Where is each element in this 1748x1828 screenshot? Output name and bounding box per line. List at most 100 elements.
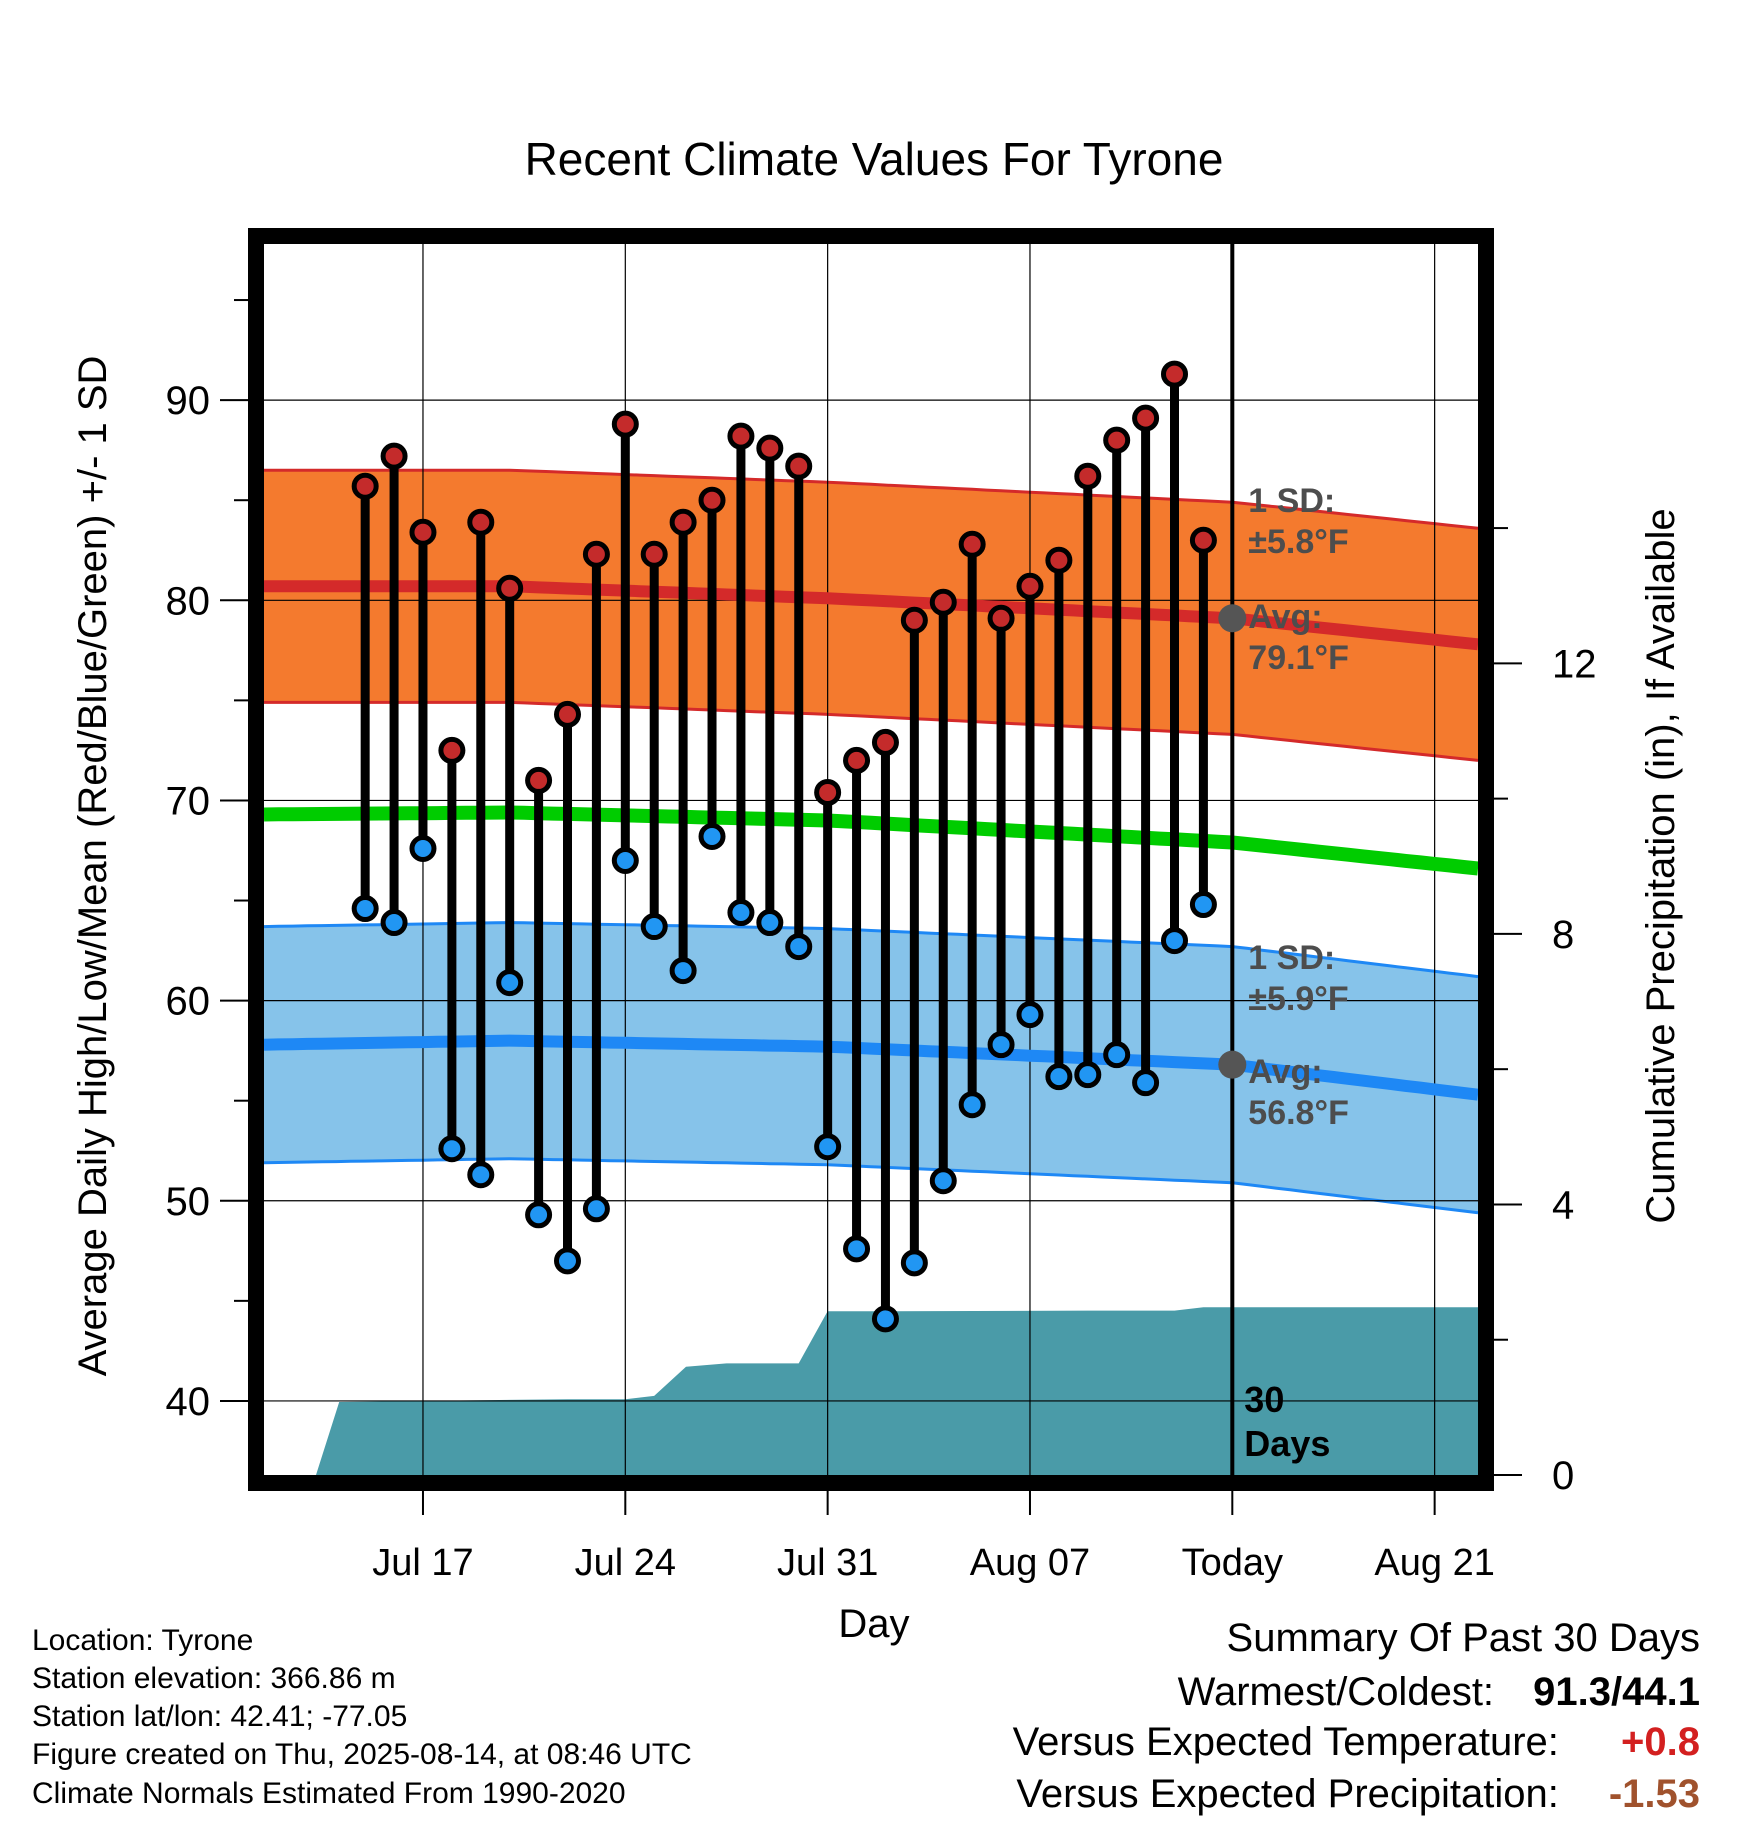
daily-low-point <box>1045 1063 1073 1091</box>
daily-low-point <box>900 1249 928 1277</box>
x-axis-label: Day <box>838 1602 909 1646</box>
daily-low-point <box>1189 891 1217 919</box>
daily-low-point <box>525 1201 553 1229</box>
daily-low-point <box>698 822 726 850</box>
x-tick-label: Today <box>1182 1542 1283 1584</box>
summary-title: Summary Of Past 30 Days <box>1226 1616 1700 1660</box>
y-tick-label: 80 <box>166 579 211 623</box>
daily-low-point <box>611 847 639 875</box>
daily-high-point <box>871 728 899 756</box>
daily-low-point <box>582 1195 610 1223</box>
info-elevation: Station elevation: 366.86 m <box>32 1662 396 1695</box>
daily-high-point <box>467 508 495 536</box>
summary-warm-cold-value: 91.3/44.1 <box>1533 1670 1700 1714</box>
daily-low-point <box>987 1031 1015 1059</box>
normal-low-band-upper <box>263 921 1479 979</box>
daily-high-point <box>987 604 1015 632</box>
daily-low-point <box>467 1161 495 1189</box>
daily-high-point <box>727 422 755 450</box>
daily-high-point <box>525 766 553 794</box>
x-tick-label: Aug 07 <box>970 1542 1090 1584</box>
daily-high-point <box>438 736 466 764</box>
daily-high-point <box>1074 462 1102 490</box>
daily-high-point <box>1016 572 1044 600</box>
daily-low-point <box>1103 1041 1131 1069</box>
daily-high-point <box>698 486 726 514</box>
x-tick-label: Jul 31 <box>777 1542 878 1584</box>
normal-high-band-upper <box>264 468 1479 530</box>
today-high-avg-point <box>1218 604 1247 633</box>
y-axis-label: Average Daily High/Low/Mean (Red/Blue/Gr… <box>71 356 115 1377</box>
daily-low-point <box>929 1167 957 1195</box>
y2-tick-label: 8 <box>1552 913 1574 957</box>
summary-warm-cold-label: Warmest/Coldest: <box>1177 1670 1495 1714</box>
daily-high-point <box>814 778 842 806</box>
daily-high-point <box>351 472 379 500</box>
daily-high-point <box>554 700 581 728</box>
summary-precip-label: Versus Expected Precipitation: <box>1016 1772 1559 1816</box>
annotation-low-avg-value: 56.8°F <box>1248 1094 1349 1132</box>
annotation-high-sd-value: ±5.8°F <box>1248 523 1348 561</box>
daily-high-point <box>582 540 610 568</box>
y2-axis-label: Cumulative Precipitation (in), If Availa… <box>1639 508 1683 1223</box>
daily-low-point <box>1132 1069 1160 1097</box>
y2-tick-label: 0 <box>1552 1454 1574 1498</box>
daily-high-point <box>1103 426 1131 454</box>
info-location: Location: Tyrone <box>32 1624 254 1657</box>
annotation-low-sd-value: ±5.9°F <box>1248 980 1348 1018</box>
daily-low-point <box>640 913 668 941</box>
daily-low-point <box>843 1235 871 1263</box>
y-tick-label: 90 <box>166 379 211 423</box>
daily-low-point <box>669 957 697 985</box>
y-tick-label: 60 <box>166 980 211 1024</box>
daily-high-point <box>900 606 928 634</box>
x-tick-label: Aug 21 <box>1374 1542 1494 1584</box>
daily-high-point <box>785 452 813 480</box>
daily-high-point <box>1161 360 1188 388</box>
y2-tick-label: 4 <box>1552 1183 1574 1227</box>
precipitation-area <box>264 1307 1478 1475</box>
daily-low-point <box>409 834 437 862</box>
daily-low-point <box>380 909 408 937</box>
daily-low-point <box>1074 1061 1102 1089</box>
daily-low-point <box>1161 927 1188 955</box>
daily-high-point <box>380 442 408 470</box>
plot-frame <box>248 228 1494 1491</box>
daily-high-point <box>611 410 639 438</box>
info-created: Figure created on Thu, 2025-08-14, at 08… <box>32 1738 692 1771</box>
annotation-low-avg: Avg: <box>1248 1053 1322 1091</box>
daily-high-point <box>1132 404 1160 432</box>
annotation-days-word: Days <box>1244 1423 1330 1464</box>
daily-high-point <box>1189 526 1217 554</box>
normal-low-band-lower <box>263 1157 1479 1215</box>
daily-low-point <box>438 1135 466 1163</box>
daily-high-point <box>843 746 871 774</box>
normal-high-line <box>264 580 1479 651</box>
annotation-low-sd: 1 SD: <box>1248 939 1335 977</box>
daily-low-point <box>785 933 813 961</box>
daily-low-point <box>756 909 784 937</box>
daily-high-point <box>640 540 668 568</box>
summary-temp-value: +0.8 <box>1621 1720 1700 1764</box>
daily-high-point <box>1045 546 1073 574</box>
summary-precip-value: -1.53 <box>1608 1772 1700 1816</box>
daily-high-point <box>409 518 437 546</box>
daily-low-point <box>351 895 379 923</box>
summary-precip: Versus Expected Precipitation: -1.53 <box>1016 1772 1700 1817</box>
y-tick-label: 70 <box>166 779 211 823</box>
x-tick-label: Jul 24 <box>575 1542 676 1584</box>
daily-low-point <box>871 1305 899 1333</box>
annotation-days-number: 30 <box>1244 1379 1284 1420</box>
daily-high-point <box>958 530 986 558</box>
normal-high-band-lower <box>264 700 1479 762</box>
daily-high-point <box>756 434 784 462</box>
summary-warm-cold: Warmest/Coldest: 91.3/44.1 <box>1178 1670 1700 1715</box>
daily-high-point <box>669 508 697 536</box>
normal-mean-line <box>263 805 1479 876</box>
chart-title: Recent Climate Values For Tyrone <box>525 133 1224 185</box>
daily-low-point <box>1016 1001 1044 1029</box>
daily-high-point <box>929 588 957 616</box>
summary-temp-label: Versus Expected Temperature: <box>1012 1720 1559 1764</box>
daily-low-point <box>814 1133 842 1161</box>
